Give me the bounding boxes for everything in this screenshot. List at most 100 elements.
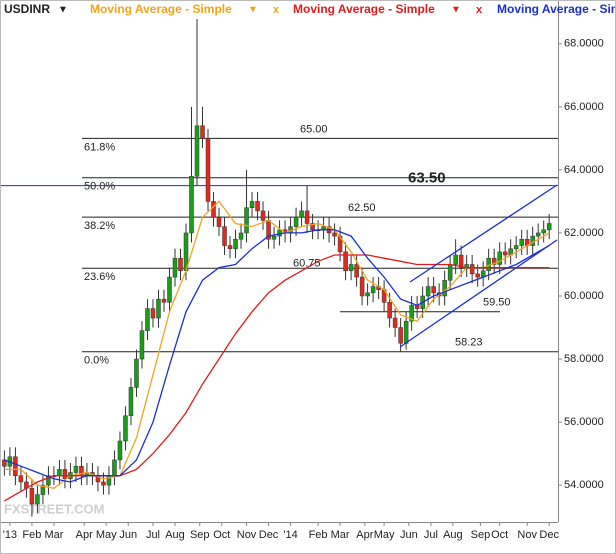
x-tick-label: Apr (356, 529, 373, 541)
candle-body (343, 251, 348, 272)
x-tick-label: Nov (517, 529, 537, 541)
candle-body (156, 298, 161, 319)
x-tick-label: Dec (539, 529, 559, 541)
candle-body (519, 239, 524, 246)
candle-body (277, 229, 282, 237)
y-tick-label: 54.0000 (564, 479, 604, 491)
x-tick-label: May (96, 529, 117, 541)
x-tick-label: Jun (400, 529, 418, 541)
candle-body (442, 279, 447, 297)
legend-label[interactable]: Moving Average - Simple (497, 2, 616, 16)
watermark: FXSTREET.COM (4, 501, 104, 516)
candle-body (134, 358, 139, 388)
candle-body (46, 475, 51, 486)
candle-body (304, 210, 310, 224)
candle-body (167, 276, 172, 303)
candle-body (458, 254, 464, 268)
legend-close[interactable]: x (273, 4, 280, 16)
level-label: 62.50 (348, 202, 376, 214)
x-tick-label: Aug (165, 529, 185, 541)
x-tick-label: Jul (424, 529, 438, 541)
candle-body (398, 327, 403, 344)
x-tick-label: Oct (213, 529, 230, 541)
candle-body (238, 232, 244, 240)
candle-body (513, 245, 519, 249)
trend-line (399, 239, 558, 348)
candle-body (535, 232, 541, 237)
y-tick-label: 66.0000 (564, 101, 604, 113)
symbol-menu[interactable]: ▼ (58, 5, 68, 16)
level-label: 60.75 (293, 257, 321, 269)
x-tick-label: Aug (443, 529, 463, 541)
candle-body (145, 308, 150, 331)
legend-label[interactable]: Moving Average - Simple (293, 2, 435, 16)
legend-menu[interactable]: ▼ (451, 5, 461, 16)
candle-body (62, 469, 68, 480)
candle-body (222, 226, 227, 246)
candle-body (73, 465, 79, 473)
candle-body (502, 251, 508, 256)
candle-body (431, 286, 436, 294)
candle-body (271, 235, 277, 240)
candle-body (150, 308, 156, 319)
candle-body (403, 320, 409, 344)
level-label: 58.23 (455, 337, 483, 349)
candle-body (178, 257, 183, 272)
candle-body (249, 201, 255, 208)
x-tick-label: Sep (190, 529, 210, 541)
y-axis-panel (558, 0, 616, 554)
candle-body (299, 210, 304, 218)
candle-body (57, 469, 62, 476)
fib-level-label: 38.2% (84, 220, 115, 232)
fib-level-label: 23.6% (84, 271, 115, 283)
legend-menu[interactable]: ▼ (248, 5, 258, 16)
candle-body (211, 201, 216, 218)
x-tick-label: Sep (471, 529, 491, 541)
y-tick-label: 62.0000 (564, 227, 604, 239)
candle-body (530, 235, 535, 246)
x-tick-label: Nov (237, 529, 257, 541)
y-tick-label: 56.0000 (564, 416, 604, 428)
level-label: 65.00 (300, 123, 328, 135)
candle-body (255, 201, 260, 212)
candle-body (260, 210, 266, 221)
candle-body (117, 440, 123, 461)
candle-body (205, 138, 211, 202)
candle-body (370, 286, 376, 294)
candle-body (491, 257, 497, 265)
legend-label[interactable]: Moving Average - Simple (90, 2, 232, 16)
candle-body (359, 276, 365, 297)
candle-body (497, 251, 502, 265)
candle-body (387, 302, 392, 319)
candle-body (541, 229, 546, 234)
candle-body (35, 494, 40, 505)
x-tick-label: Mar (44, 529, 63, 541)
y-tick-label: 64.0000 (564, 164, 604, 176)
fib-level-label: 61.8% (84, 141, 115, 153)
candle-body (227, 245, 233, 249)
fib-level-label: 0.0% (84, 355, 109, 367)
candle-body (469, 264, 475, 275)
x-axis-panel (0, 522, 616, 554)
legend-close[interactable]: x (476, 4, 483, 16)
x-tick-label: Oct (491, 529, 508, 541)
x-tick-label: Feb (309, 529, 328, 541)
candle-body (123, 415, 128, 442)
candle-body (40, 484, 46, 495)
x-tick-label: Mar (331, 529, 350, 541)
candle-body (332, 232, 337, 237)
candle-body (13, 456, 18, 476)
candle-body (310, 223, 315, 231)
x-tick-label: Jun (119, 529, 137, 541)
candle-body (409, 305, 414, 322)
candle-body (139, 330, 145, 360)
candle-body (447, 264, 453, 281)
symbol-title[interactable]: USDINR (4, 2, 50, 16)
candle-body (216, 216, 222, 227)
overlay: 65.00 63.50 62.50 60.75 59.50 58.23 (293, 123, 511, 348)
x-tick-label: '14 (283, 529, 297, 541)
candle-body (365, 292, 370, 297)
header-bar (0, 0, 558, 19)
